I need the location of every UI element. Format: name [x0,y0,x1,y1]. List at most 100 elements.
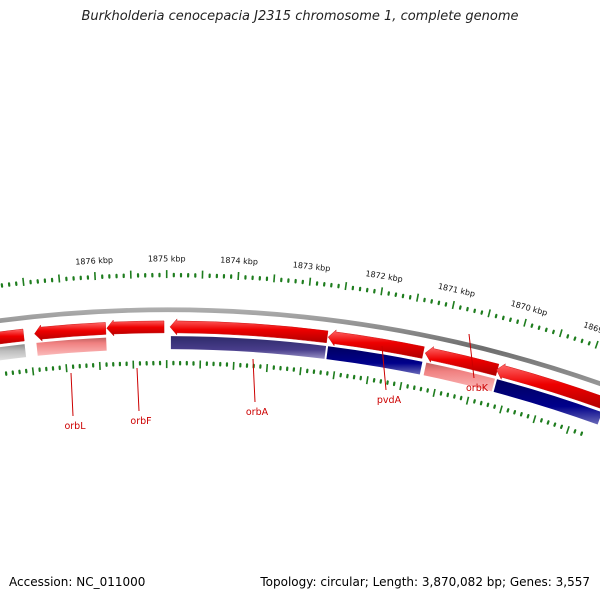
outer-tick-minor [573,336,577,341]
ruler-label: 1876 kbp [75,256,113,267]
ruler-label: 1869 kbp [582,320,600,341]
outer-tick-minor [509,317,512,322]
gene-label-orbF[interactable]: orbF [130,416,151,427]
outer-tick-minor [430,299,433,304]
gene-leader-line [136,367,140,412]
cds-feature-forward[interactable] [496,363,600,410]
cds-feature-reverse[interactable] [170,336,327,359]
outer-tick-minor [494,313,498,319]
gene-label-pvdA[interactable]: pvdA [377,395,402,406]
gene-leader-line [70,372,74,417]
gene-labels: orbL orbF orbA pvdA orbK [64,333,489,432]
inner-tick-minor [573,429,577,434]
outer-tick-minor [544,327,548,333]
ruler-label: 1874 kbp [220,256,258,267]
ruler-label: 1871 kbp [437,282,476,299]
inner-tick-minor [486,402,490,408]
inner-tick-minor [419,386,423,392]
inner-tick-minor [479,400,483,406]
inner-tick-minor [580,431,584,436]
outer-tick-minor [580,338,584,344]
outer-tick-major [594,340,599,349]
outer-tick-minor [551,329,555,335]
outer-tick-minor [537,325,541,330]
inner-tick-minor [526,414,530,419]
cds-feature-forward[interactable] [0,328,25,345]
cds-feature-forward[interactable] [169,318,329,344]
cds-feature-forward[interactable] [327,329,425,359]
cds-feature-forward[interactable] [106,319,165,337]
ruler-outer-ticks [0,270,599,349]
inner-tick-major [365,376,369,385]
accession-text: Accession: NC_011000 [9,575,146,589]
inner-tick-major [499,405,503,414]
inner-tick-minor [453,394,456,399]
inner-tick-minor [459,395,463,401]
inner-tick-minor [426,388,429,393]
ruler-label: 1873 kbp [292,260,330,273]
outer-tick-minor [516,319,520,324]
inner-tick-minor [446,392,450,398]
outer-tick-major [308,277,312,286]
inner-tick-major [332,371,336,380]
inner-tick-major [432,388,436,397]
map-title: Burkholderia cenocepacia J2315 chromosom… [81,9,519,24]
ruler-label: 1872 kbp [365,269,404,284]
gene-label-orbK[interactable]: orbK [466,383,489,394]
inner-tick-minor [559,424,564,429]
cds-feature-reverse[interactable] [36,337,107,356]
outer-tick-minor [394,292,398,297]
outer-tick-minor [530,323,534,328]
outer-tick-major [451,300,455,310]
inner-tick-minor [539,418,543,423]
inner-tick-major [532,415,537,424]
outer-tick-major [558,329,563,338]
inner-tick-major [299,367,302,376]
inner-tick-major [399,381,403,391]
outer-tick-major [380,287,384,296]
cds-feature-forward[interactable] [34,322,107,342]
inner-tick-minor [546,420,550,425]
inner-tick-major [465,396,470,405]
sequence-backbone [0,307,600,387]
outer-tick-major [22,277,25,286]
outer-tick-major [487,309,491,318]
inner-tick-minor [513,410,517,415]
outer-tick-major [344,281,348,291]
outer-tick-major [237,271,240,281]
cds-feature-reverse[interactable] [0,344,27,361]
outer-tick-major [416,293,420,302]
track-forward-strand [0,318,600,410]
gene-leader-line [468,333,475,379]
track-reverse-strand [0,336,600,425]
outer-tick-minor [566,334,570,339]
outer-tick-minor [480,310,484,315]
inner-tick-minor [553,422,557,427]
ruler-label: 1875 kbp [148,255,186,264]
ruler-inner-ticks [4,360,584,436]
ruler-label: 1870 kbp [510,299,549,318]
inner-tick-minor [493,404,496,409]
outer-tick-minor [458,305,462,310]
outer-tick-minor [501,315,505,321]
gene-label-orbA[interactable]: orbA [246,407,269,418]
outer-tick-minor [466,306,469,312]
outer-tick-major [58,274,61,283]
cds-feature-reverse[interactable] [493,379,600,425]
genome-summary-text: Topology: circular; Length: 3,870,082 bp… [260,575,590,589]
cds-feature-reverse[interactable] [326,346,423,375]
outer-tick-minor [437,300,441,306]
cds-feature-reverse[interactable] [423,362,495,392]
inner-tick-major [31,367,35,376]
inner-tick-minor [473,399,476,404]
inner-tick-major [565,425,570,435]
inner-tick-minor [519,412,523,417]
inner-tick-minor [506,408,510,413]
outer-tick-minor [444,302,448,307]
outer-tick-minor [473,308,476,314]
inner-tick-major [65,364,68,373]
outer-tick-minor [587,341,591,346]
outer-tick-major [273,274,276,283]
gene-label-orbL[interactable]: orbL [64,421,86,432]
